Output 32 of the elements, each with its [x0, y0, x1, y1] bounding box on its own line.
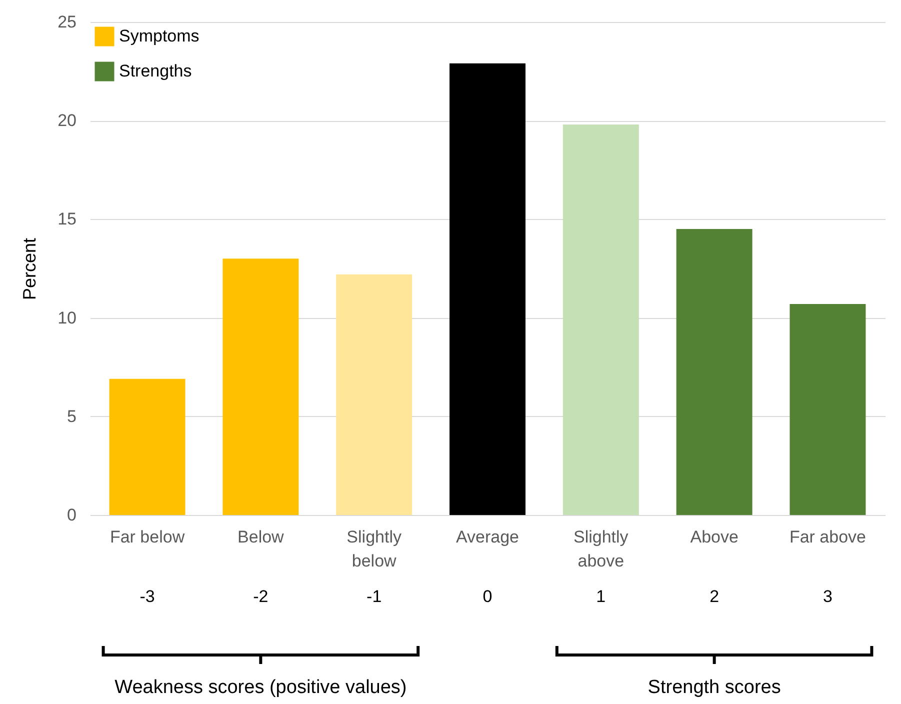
x-tick-label: Far above — [789, 528, 866, 546]
legend-label: Strengths — [119, 62, 192, 80]
bar — [790, 304, 866, 515]
y-tick-label: 20 — [58, 111, 76, 130]
y-axis-title: Percent — [20, 238, 40, 300]
text: -3 — [140, 587, 155, 606]
bar — [450, 63, 526, 515]
y-tick-label: 15 — [58, 210, 76, 229]
text: 0 — [482, 587, 492, 606]
bar — [676, 229, 752, 515]
y-tick-label: 10 — [58, 308, 76, 328]
x-tick-label: Above — [690, 528, 738, 546]
text: 1 — [596, 587, 606, 606]
bar — [222, 258, 299, 515]
bar — [336, 274, 412, 515]
legend-label: Symptoms — [119, 26, 200, 46]
x-tick-label: Slightly below — [346, 528, 402, 570]
bar — [109, 378, 186, 515]
bar — [562, 124, 639, 515]
x-tick-label: Far below — [110, 528, 186, 546]
y-tick-label: 5 — [67, 406, 76, 426]
text: Strength scores — [648, 677, 781, 698]
y-tick-label: 0 — [67, 506, 76, 524]
x-tick-label: Slightly above — [574, 528, 629, 570]
text: 3 — [822, 587, 832, 606]
text: -1 — [366, 587, 382, 606]
x-tick-label: Average — [456, 528, 520, 546]
x-tick-label: Below — [238, 528, 285, 546]
text: Weakness scores (positive values) — [114, 677, 407, 698]
text: -2 — [253, 587, 268, 606]
y-tick-label: 25 — [58, 12, 76, 32]
text: 2 — [710, 587, 720, 606]
